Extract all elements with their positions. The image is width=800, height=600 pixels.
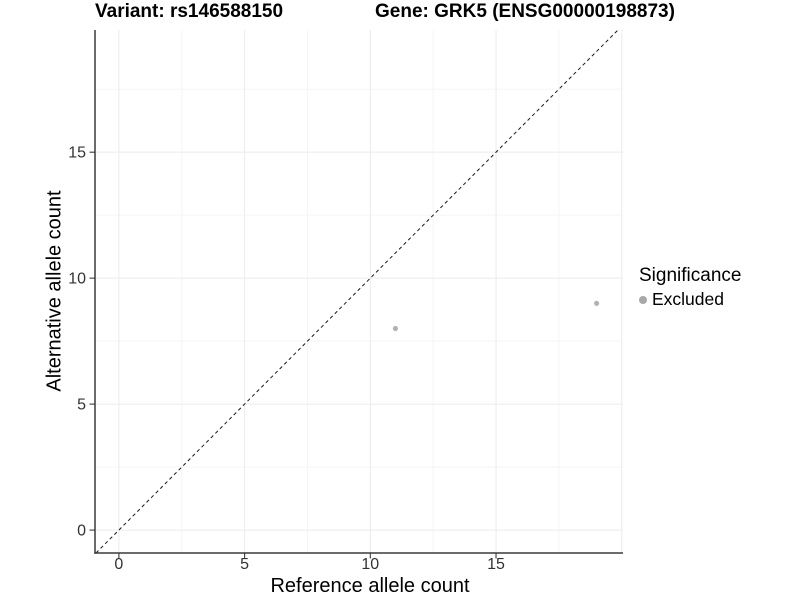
x-tick-label: 5	[240, 556, 249, 573]
legend-item-label: Excluded	[652, 289, 724, 309]
gene-title: Gene: GRK5 (ENSG00000198873)	[375, 1, 675, 22]
data-point	[392, 325, 399, 332]
y-tick-label: 5	[77, 397, 86, 414]
y-tick-label: 0	[77, 523, 86, 540]
x-tick-label: 0	[114, 556, 123, 573]
variant-title: Variant: rs146588150	[95, 1, 284, 22]
legend-title: Significance	[639, 265, 742, 286]
y-tick-label: 15	[68, 145, 86, 162]
y-tick-label: 10	[68, 271, 86, 288]
legend-item-excluded: Excluded	[639, 289, 741, 310]
x-tick-label: 15	[487, 556, 505, 573]
identity-dashed-line	[95, 29, 619, 554]
data-point	[594, 300, 600, 306]
y-axis-title: Alternative allele count	[43, 190, 66, 392]
x-tick-label: 10	[361, 556, 379, 573]
x-axis-title: Reference allele count	[270, 575, 470, 597]
excluded-point-icon	[639, 295, 647, 304]
legend: Significance Excluded	[639, 264, 741, 310]
